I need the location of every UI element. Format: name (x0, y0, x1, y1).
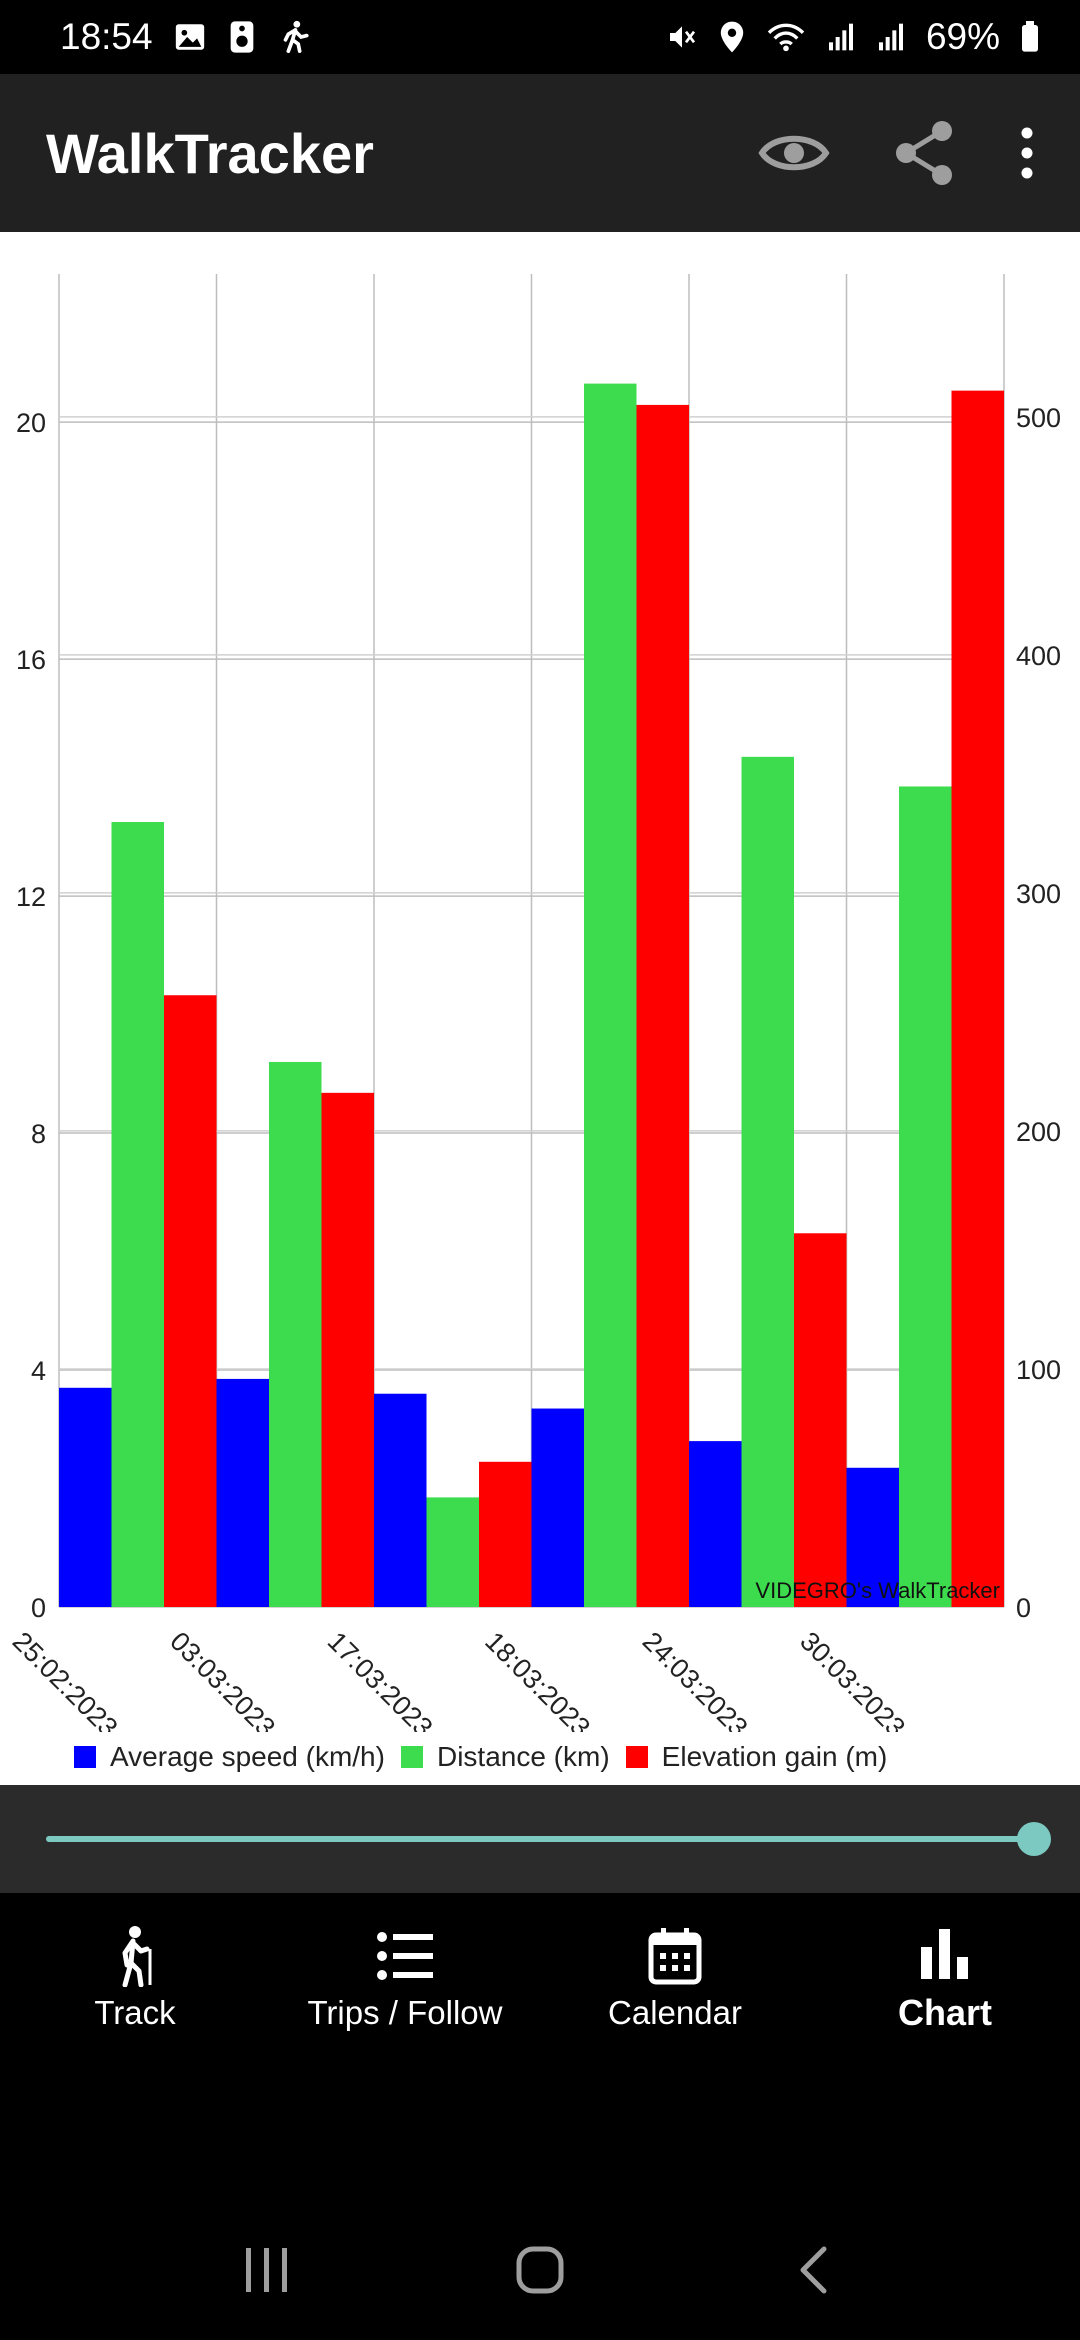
y-right-tick-label: 0 (1016, 1593, 1031, 1623)
battery-percent: 69% (925, 16, 1000, 57)
bar (164, 995, 217, 1607)
slider-track[interactable] (46, 1822, 1051, 1856)
y-left-tick-label: 0 (31, 1593, 46, 1623)
chart-area: 0 4 8 12 16 20 0 100 200 300 400 500 25:02:2023 03:03… (0, 232, 1080, 1785)
slider-fill (46, 1836, 1034, 1842)
status-time: 18:54 (60, 16, 153, 57)
nav-item-calendar[interactable]: Calendar (540, 1893, 810, 2063)
bar (321, 1092, 374, 1607)
bar (689, 1441, 742, 1607)
more-vert-icon[interactable] (1020, 127, 1034, 179)
bar (59, 1387, 112, 1607)
recent-apps-icon[interactable] (207, 2230, 327, 2310)
legend-item: Distance (km) (400, 1741, 610, 1773)
legend-swatch (625, 1746, 648, 1768)
bar (111, 822, 164, 1607)
x-tick-label: 03:03:2023 (164, 1626, 281, 1732)
speaker-icon (227, 20, 257, 54)
bar (899, 786, 952, 1607)
location-icon (718, 20, 746, 54)
y-right-tick-label: 300 (1016, 879, 1061, 909)
x-tick-label: 18:03:2023 (479, 1626, 596, 1732)
nav-label-chart: Chart (897, 1992, 992, 2033)
nav-item-chart[interactable]: Chart (810, 1893, 1080, 2063)
y-left-tick-label: 8 (31, 1119, 46, 1149)
signal-icon (876, 21, 906, 53)
wifi-icon (766, 20, 806, 54)
app-bar: WalkTracker (0, 74, 1080, 232)
slider-thumb[interactable] (1017, 1822, 1051, 1856)
back-icon[interactable] (753, 2230, 873, 2310)
calendar-icon (648, 1924, 702, 1988)
bar (846, 1467, 899, 1607)
range-slider-panel (0, 1785, 1080, 1893)
bar-chart-icon (921, 1922, 969, 1986)
bar (216, 1378, 269, 1607)
image-icon (173, 20, 207, 54)
chart-legend: Average speed (km/h) Distance (km) Elevati… (74, 1741, 903, 1773)
y-left-tick-label: 12 (16, 882, 46, 912)
bar (741, 756, 794, 1607)
bar (269, 1061, 322, 1607)
share-icon[interactable] (892, 119, 958, 187)
chart-watermark: VIDEGRO's WalkTracker (755, 1578, 1000, 1603)
nav-label-trips-follow: Trips / Follow (307, 1994, 503, 2031)
bottom-navigation: Track Trips / Follow Calendar Chart (0, 1893, 1080, 2063)
bar (951, 390, 1004, 1608)
nav-label-calendar: Calendar (608, 1994, 742, 2031)
y-right-tick-label: 100 (1016, 1355, 1061, 1385)
y-left-tick-label: 4 (31, 1356, 46, 1386)
bar (794, 1233, 847, 1607)
y-left-tick-label: 20 (16, 408, 46, 438)
signal-icon (826, 21, 856, 53)
legend-item: Elevation gain (m) (625, 1741, 888, 1773)
legend-swatch (74, 1746, 96, 1768)
x-tick-label: 30:03:2023 (794, 1626, 911, 1732)
legend-label: Elevation gain (m) (661, 1741, 888, 1772)
x-tick-label: 17:03:2023 (322, 1626, 439, 1732)
y-left-tick-label: 16 (16, 645, 46, 675)
system-navigation-bar (0, 2200, 1080, 2340)
bar (531, 1408, 584, 1607)
x-tick-label: 25:02:2023 (7, 1626, 124, 1732)
legend-swatch (400, 1746, 423, 1768)
legend-label: Distance (km) (436, 1741, 610, 1772)
battery-icon (1020, 21, 1040, 53)
app-title: WalkTracker (46, 121, 374, 185)
bar (479, 1461, 532, 1607)
bar (426, 1497, 479, 1607)
legend-label: Average speed (km/h) (110, 1741, 385, 1772)
y-right-tick-label: 200 (1016, 1117, 1061, 1147)
legend-item: Average speed (km/h) (74, 1741, 385, 1773)
nav-item-track[interactable]: Track (0, 1893, 270, 2063)
walking-icon (277, 20, 311, 54)
nav-item-trips-follow[interactable]: Trips / Follow (270, 1893, 540, 2063)
nav-label-track: Track (94, 1994, 176, 2031)
home-icon[interactable] (480, 2230, 600, 2310)
mute-icon (666, 21, 698, 53)
bar (636, 404, 689, 1607)
y-right-tick-label: 400 (1016, 641, 1061, 671)
hiker-icon (113, 1924, 157, 1988)
y-right-tick-label: 500 (1016, 403, 1061, 433)
eye-icon[interactable] (758, 128, 830, 178)
status-bar: 18:54 69% (0, 0, 1080, 74)
bar (374, 1393, 427, 1607)
x-tick-label: 24:03:2023 (637, 1626, 754, 1732)
bar (584, 383, 637, 1607)
list-icon (377, 1924, 433, 1988)
